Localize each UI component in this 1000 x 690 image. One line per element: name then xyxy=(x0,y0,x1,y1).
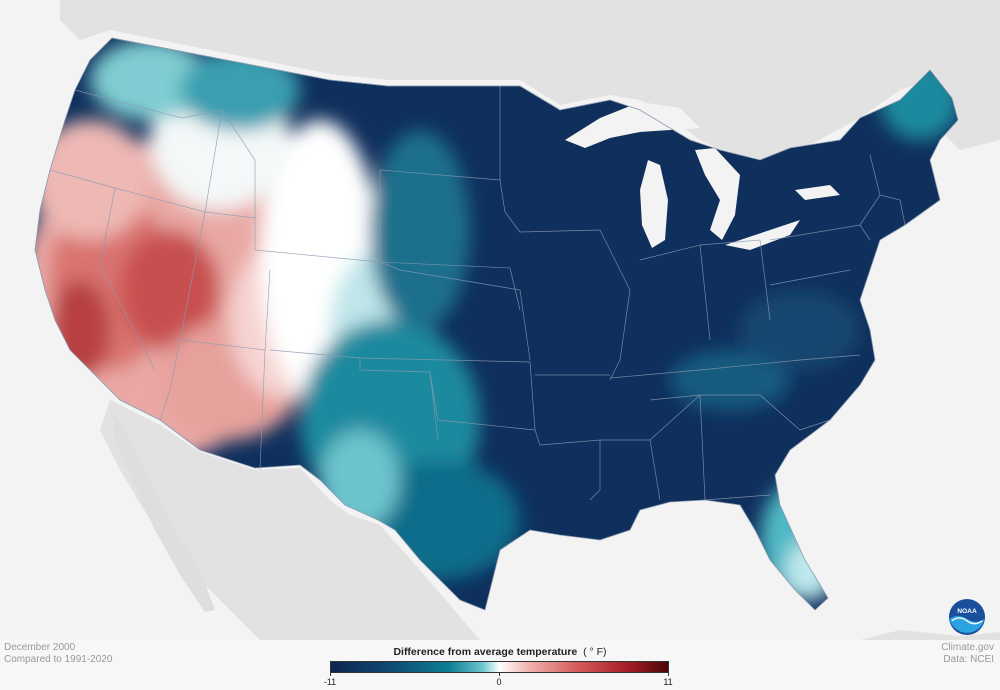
neighbor-land xyxy=(60,0,1000,640)
legend-tick-max xyxy=(668,673,669,676)
legend-tick-min xyxy=(330,673,331,676)
conus-outline xyxy=(34,37,959,611)
legend-color-scale xyxy=(330,661,669,673)
noaa-logo-text: NOAA xyxy=(957,608,977,615)
legend-unit: ( ° F) xyxy=(583,646,607,658)
lake-ontario xyxy=(795,185,840,200)
legend-title-text: Difference from average temperature xyxy=(393,646,578,658)
legend-min-label: -11 xyxy=(323,677,337,687)
temperature-anomaly-map xyxy=(34,0,1000,640)
baseline-label: Compared to 1991-2020 xyxy=(4,654,113,665)
baja-peninsula xyxy=(112,410,215,612)
mexico-land xyxy=(100,400,480,640)
lake-superior xyxy=(565,102,700,148)
cuba-island xyxy=(860,630,1000,640)
legend-title: Difference from average temperature ( ° … xyxy=(330,646,670,658)
lake-erie xyxy=(725,220,800,250)
canada-land xyxy=(60,0,1000,160)
site-credit: Climate.gov xyxy=(941,642,994,653)
data-source: Data: NCEI xyxy=(943,654,994,665)
map-period-info: December 2000 Compared to 1991-2020 xyxy=(4,642,112,666)
lake-michigan xyxy=(640,160,668,248)
legend-mid-label: 0 xyxy=(496,677,502,687)
great-lakes xyxy=(565,102,840,250)
period-label: December 2000 xyxy=(4,642,76,653)
lake-huron xyxy=(695,148,740,240)
legend-tick-mid xyxy=(499,673,500,676)
legend-max-label: 11 xyxy=(663,677,673,687)
map-credits: Climate.gov Data: NCEI xyxy=(941,642,994,666)
noaa-logo-icon: NOAA xyxy=(948,598,986,636)
